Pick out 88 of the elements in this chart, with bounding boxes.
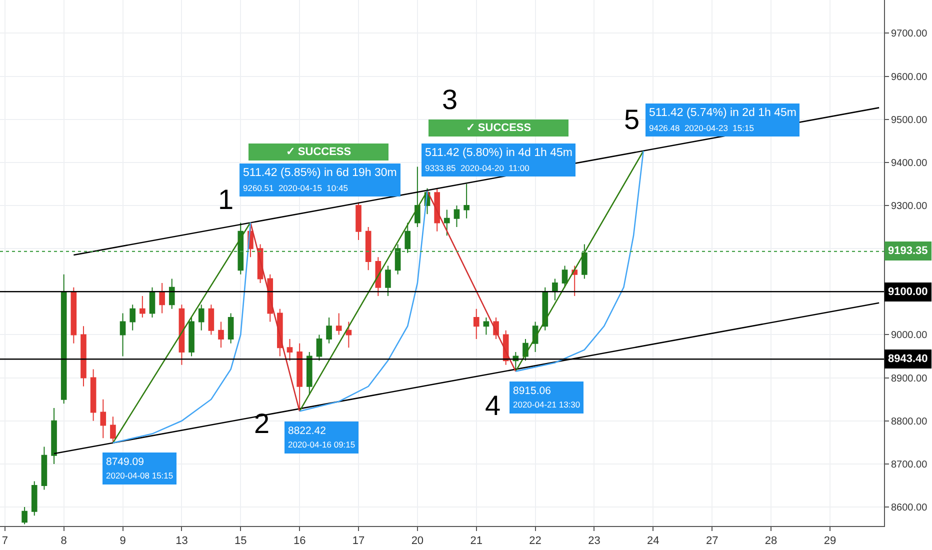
candlestick	[100, 398, 106, 439]
candlestick	[542, 286, 548, 331]
candlestick	[444, 209, 450, 236]
candlestick	[356, 202, 362, 240]
annotation: 1	[218, 184, 234, 215]
y-tick-label: 9700.00	[891, 28, 928, 40]
candlestick	[562, 265, 568, 288]
candlestick	[316, 334, 322, 362]
candlestick	[346, 321, 352, 348]
badge-success: ✓ SUCCESS	[248, 144, 388, 160]
x-tick-label: 22	[529, 535, 542, 548]
candlestick	[41, 446, 48, 490]
candlestick	[434, 188, 440, 232]
y-tick-label: 8600.00	[891, 502, 928, 514]
x-tick-label: 9	[120, 535, 126, 548]
x-tick-label: 13	[176, 535, 188, 548]
candlestick	[70, 286, 77, 344]
x-tick-label: 8	[60, 535, 67, 548]
x-tick-label: 17	[352, 535, 365, 548]
candlestick	[394, 244, 401, 275]
candlestick	[306, 351, 312, 396]
candlestick	[120, 312, 126, 357]
candlestick	[552, 278, 558, 301]
x-tick-label: 7	[2, 535, 8, 548]
annotation: 511.42 (5.85%) in 6d 19h 30m 9260.51 2020-04-15 10:45	[243, 167, 397, 193]
candlestick	[51, 407, 57, 464]
annotation: ✓ SUCCESS	[466, 122, 532, 134]
annotation: 3	[442, 84, 458, 115]
y-tick-label: 8700.00	[891, 459, 928, 470]
x-tick-label: 20	[411, 535, 424, 548]
ref-line-label: 9193.35	[888, 245, 928, 257]
x-tick-label: 27	[706, 535, 718, 548]
candlestick	[130, 304, 136, 331]
candlestick	[296, 342, 302, 408]
candlestick	[198, 304, 204, 331]
candlestick	[178, 304, 185, 366]
annotation: 8822.42 2020-04-16 09:15	[288, 425, 356, 450]
candlestick	[473, 308, 480, 340]
candlestick	[483, 317, 490, 336]
candlestick	[80, 326, 86, 387]
annotation: 511.42 (5.74%) in 2d 1h 45m 9426.48 2020-04-23 15:15	[649, 107, 796, 133]
annotation: 4	[485, 390, 501, 421]
candlestick	[385, 265, 391, 296]
x-tick-label: 23	[588, 535, 600, 548]
candlestick	[31, 480, 38, 516]
x-tick-label: 16	[293, 535, 306, 548]
candlestick	[22, 506, 28, 525]
candlestick	[168, 278, 175, 310]
badge-success: ✓ SUCCESS	[428, 120, 568, 136]
candlestick	[228, 312, 234, 344]
candlestick	[464, 183, 470, 219]
candlestick	[188, 317, 194, 357]
candlestick	[454, 204, 460, 228]
annotation: ✓ SUCCESS	[286, 146, 352, 158]
candlestick	[140, 295, 146, 318]
candlestick	[582, 244, 588, 280]
ref-line-label: 8943.40	[888, 353, 928, 365]
x-tick-label: 29	[824, 535, 836, 548]
x-tick-label: 15	[234, 535, 247, 548]
candlestick	[238, 222, 244, 275]
candlestick	[365, 226, 372, 271]
candlestick	[60, 274, 67, 404]
y-tick-label: 8800.00	[891, 416, 928, 428]
candlestick	[404, 222, 411, 254]
y-tick-label: 9300.00	[891, 200, 928, 212]
annotation: 511.42 (5.80%) in 4d 1h 45m 9333.85 2020-04-20 11:00	[425, 147, 572, 173]
y-tick-label: 9400.00	[891, 158, 928, 169]
x-tick-label: 28	[764, 535, 778, 548]
y-tick-label: 9500.00	[891, 114, 928, 126]
candlestick	[286, 338, 293, 362]
x-tick-label: 24	[647, 535, 660, 548]
candlestick	[159, 282, 165, 314]
candlestick	[208, 304, 214, 336]
y-tick-label: 9000.00	[891, 330, 928, 342]
candlestick	[149, 286, 156, 318]
candlestick	[90, 368, 96, 422]
annotation: 8749.09 2020-04-08 15:15	[106, 456, 174, 481]
y-tick-label: 9600.00	[891, 72, 928, 83]
candlestick	[326, 317, 332, 344]
candlestick	[336, 312, 342, 336]
annotation: 8915.06 2020-04-21 13:30	[513, 385, 580, 410]
candlestick	[414, 166, 420, 228]
candlestick	[110, 416, 116, 443]
annotation: 5	[624, 104, 640, 135]
x-tick-label: 21	[470, 535, 483, 548]
y-tick-label: 8900.00	[891, 373, 928, 384]
candlestick	[218, 321, 224, 348]
ref-line-label: 9100.00	[888, 286, 928, 298]
